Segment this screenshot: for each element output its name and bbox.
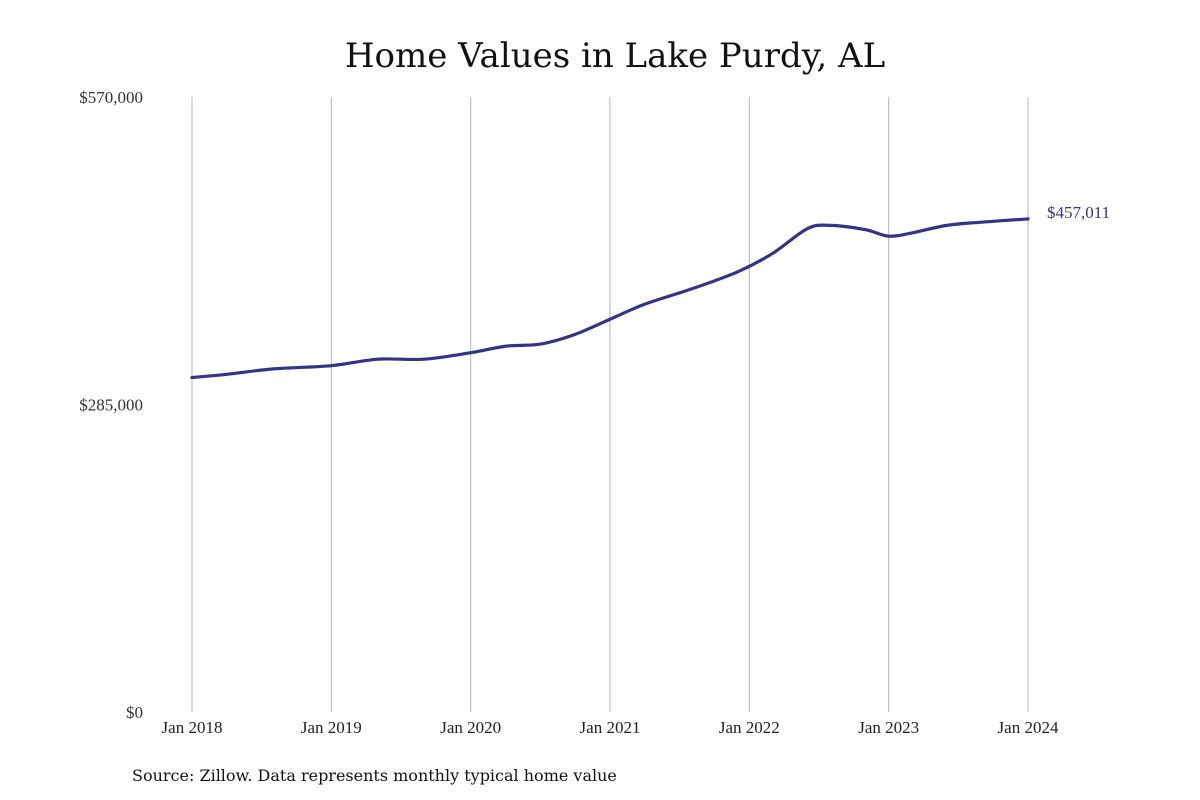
x-tick-label: Jan 2020 (440, 718, 501, 737)
y-tick-label: $285,000 (79, 396, 143, 415)
gridlines (191, 97, 1029, 712)
y-tick-label: $570,000 (79, 88, 143, 107)
x-tick-label: Jan 2019 (301, 718, 362, 737)
series-line (190, 217, 1030, 380)
x-tick-label: Jan 2024 (998, 718, 1059, 737)
end-value-label: $457,011 (1047, 203, 1110, 222)
source-note: Source: Zillow. Data represents monthly … (132, 766, 617, 785)
y-axis: $0 $285,000 $570,000 (79, 88, 143, 722)
x-tick-label: Jan 2022 (719, 718, 780, 737)
y-tick-label: $0 (126, 703, 143, 722)
x-tick-label: Jan 2023 (858, 718, 919, 737)
series-layer (190, 217, 1030, 380)
x-tick-label: Jan 2021 (580, 718, 641, 737)
x-tick-label: Jan 2018 (162, 718, 223, 737)
x-axis: Jan 2018 Jan 2019 Jan 2020 Jan 2021 Jan 2022… (162, 718, 1059, 737)
chart-title: Home Values in Lake Purdy, AL (345, 36, 885, 76)
